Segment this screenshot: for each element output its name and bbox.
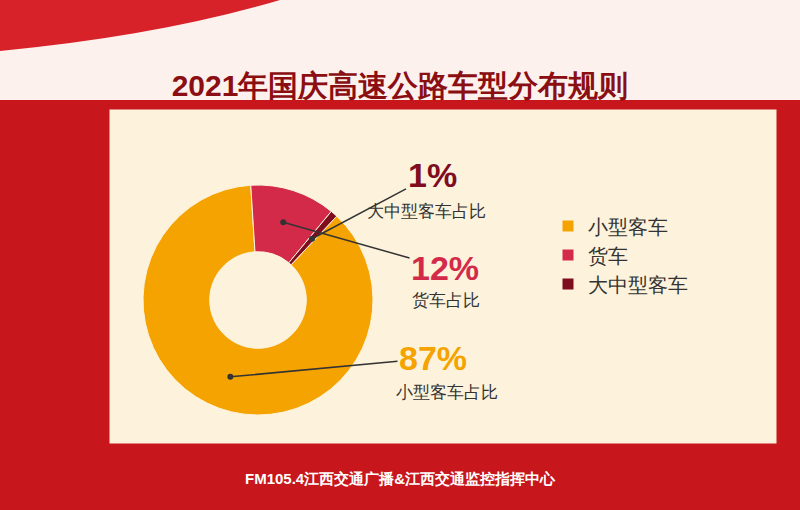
svg-text:12%: 12%	[411, 249, 479, 287]
svg-text:小型客车占比: 小型客车占比	[396, 383, 498, 402]
svg-text:2021年国庆高速公路车型分布规则: 2021年国庆高速公路车型分布规则	[172, 69, 629, 102]
svg-text:大中型客车: 大中型客车	[588, 274, 688, 296]
svg-text:货车: 货车	[588, 245, 628, 267]
svg-text:大中型客车占比: 大中型客车占比	[367, 202, 486, 221]
svg-text:货车占比: 货车占比	[412, 291, 480, 310]
svg-text:小型客车: 小型客车	[588, 216, 668, 238]
svg-text:FM105.4江西交通广播&江西交通监控指挥中心: FM105.4江西交通广播&江西交通监控指挥中心	[245, 470, 556, 487]
svg-text:1%: 1%	[408, 156, 457, 194]
svg-text:87%: 87%	[399, 339, 467, 377]
